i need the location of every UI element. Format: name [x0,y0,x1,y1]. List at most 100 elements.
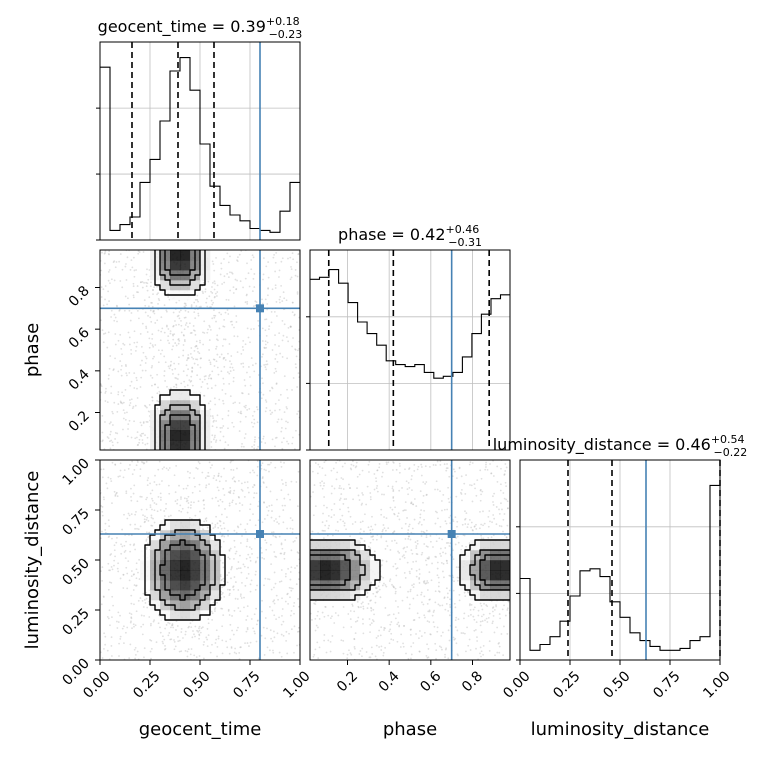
luminosity_distance-vs-geocent_time-sample-point [101,530,103,533]
phase-vs-geocent_time-sample-point [274,445,276,448]
phase-vs-geocent_time-frame [99,249,301,451]
luminosity_distance-vs-phase-sample-point [429,535,432,537]
luminosity_distance-vs-phase-sample-point [446,562,449,565]
luminosity_distance-vs-phase-sample-point [349,487,352,489]
luminosity_distance-vs-phase-sample-point [467,615,470,617]
phase-vs-geocent_time-sample-point [130,353,133,355]
luminosity_distance-vs-geocent_time-sample-point [269,605,271,608]
phase-vs-geocent_time-sample-point [151,384,153,387]
luminosity_distance-vs-geocent_time-sample-point [230,567,233,569]
luminosity_distance-vs-geocent_time-sample-point [136,461,139,463]
luminosity_distance-vs-geocent_time-sample-point [249,471,252,474]
luminosity_distance-vs-geocent_time-sample-point [107,536,110,539]
luminosity_distance-vs-geocent_time-sample-point [101,657,104,659]
luminosity_distance-vs-geocent_time-sample-point [295,536,298,539]
luminosity_distance-vs-geocent_time-sample-point [198,462,201,465]
luminosity_distance-vs-phase-sample-point [445,559,448,562]
luminosity_distance-vs-phase-sample-point [369,623,372,626]
luminosity_distance-vs-phase-sample-point [329,617,332,620]
luminosity_distance-vs-geocent_time-sample-point [244,584,247,587]
luminosity_distance-vs-phase-sample-point [380,535,383,537]
luminosity_distance-vs-geocent_time-sample-point [256,619,259,622]
luminosity_distance-vs-phase-contour-1 [310,539,510,601]
phase-vs-geocent_time-sample-point [174,320,176,322]
luminosity_distance-vs-geocent_time-sample-point [215,496,217,499]
luminosity_distance-vs-geocent_time-sample-point [149,650,152,653]
phase-vs-geocent_time-sample-point [108,300,110,302]
luminosity_distance-vs-phase-sample-point [446,592,449,595]
phase-vs-geocent_time-sample-point [231,366,234,369]
luminosity_distance-vs-geocent_time-sample-point [141,633,144,636]
luminosity_distance-vs-phase-sample-point [384,607,387,609]
hist-geocent_time-frame [99,41,301,241]
phase-vs-geocent_time-sample-point [178,311,181,313]
luminosity_distance-vs-phase-sample-point [371,515,373,518]
xtick-label-geocent_time: 0.25 [130,668,163,701]
luminosity_distance-vs-geocent_time-sample-point [126,626,129,629]
luminosity_distance-vs-phase-sample-point [441,648,443,651]
luminosity_distance-vs-geocent_time-sample-point [249,556,251,559]
luminosity_distance-vs-phase-sample-point [474,628,477,631]
luminosity_distance-vs-geocent_time-sample-point [159,509,162,511]
phase-vs-geocent_time-sample-point [212,420,215,423]
phase-vs-geocent_time-sample-point [241,442,243,445]
luminosity_distance-vs-phase-sample-point [381,475,383,478]
phase-vs-geocent_time-sample-point [116,320,118,323]
phase-vs-geocent_time-sample-point [159,352,162,355]
luminosity_distance-vs-phase-sample-point [487,616,490,619]
luminosity_distance-vs-geocent_time-sample-point [122,573,125,576]
luminosity_distance-vs-phase-sample-point [321,611,324,614]
phase-vs-geocent_time-sample-point [262,382,264,385]
luminosity_distance-vs-geocent_time-sample-point [167,634,170,637]
luminosity_distance-vs-phase-sample-point [442,494,445,496]
luminosity_distance-vs-phase-sample-point [457,541,460,544]
luminosity_distance-vs-phase-sample-point [426,545,429,548]
phase-vs-geocent_time-sample-point [101,431,104,434]
phase-vs-geocent_time-sample-point [215,360,218,363]
phase-vs-geocent_time-sample-point [232,369,235,372]
luminosity_distance-vs-phase-sample-point [466,626,468,629]
luminosity_distance-vs-phase-sample-point [507,600,510,603]
phase-vs-geocent_time-sample-point [220,267,223,270]
luminosity_distance-vs-geocent_time-sample-point [150,657,152,660]
luminosity_distance-vs-phase-sample-point [342,520,345,523]
luminosity_distance-vs-phase-sample-point [500,633,503,635]
luminosity_distance-vs-geocent_time-sample-point [240,646,242,648]
phase-vs-geocent_time-sample-point [223,318,226,321]
phase-vs-geocent_time-sample-point [229,271,231,274]
luminosity_distance-vs-geocent_time-sample-point [127,512,130,515]
phase-vs-geocent_time-sample-point [152,357,154,360]
luminosity_distance-vs-geocent_time-sample-point [255,640,258,643]
luminosity_distance-vs-geocent_time-sample-point [247,572,250,575]
phase-vs-geocent_time-sample-point [214,282,216,285]
phase-vs-geocent_time-sample-point [177,378,179,380]
luminosity_distance-vs-geocent_time-sample-point [273,586,275,589]
phase-vs-geocent_time-sample-point [257,319,260,322]
luminosity_distance-vs-phase-sample-point [363,540,366,542]
luminosity_distance-vs-geocent_time-sample-point [180,627,183,630]
luminosity_distance-vs-geocent_time-sample-point [157,495,160,498]
luminosity_distance-vs-phase-sample-point [468,518,471,521]
phase-vs-geocent_time-sample-point [246,300,249,303]
luminosity_distance-vs-geocent_time-sample-point [130,487,132,490]
phase-vs-geocent_time-sample-point [113,319,116,322]
luminosity_distance-vs-geocent_time-sample-point [231,615,233,617]
luminosity_distance-vs-geocent_time-sample-point [229,486,232,489]
luminosity_distance-vs-phase-sample-point [503,474,506,476]
phase-vs-geocent_time-sample-point [218,311,221,314]
luminosity_distance-vs-geocent_time-density-cell [180,580,191,591]
phase-vs-geocent_time-sample-point [110,439,113,442]
luminosity_distance-vs-geocent_time-sample-point [103,498,105,501]
phase-vs-geocent_time-sample-point [171,368,174,371]
phase-vs-geocent_time-sample-point [195,305,198,308]
luminosity_distance-vs-geocent_time-sample-point [209,651,212,654]
phase-vs-geocent_time-sample-point [107,290,110,293]
luminosity_distance-vs-phase-sample-point [318,466,321,468]
luminosity_distance-vs-phase-sample-point [399,586,402,589]
luminosity_distance-vs-phase-sample-point [371,528,374,531]
phase-vs-geocent_time-sample-point [172,325,175,328]
phase-vs-geocent_time-sample-point [205,297,208,300]
luminosity_distance-vs-phase-sample-point [403,572,406,574]
luminosity_distance-vs-phase-sample-point [379,596,382,599]
phase-vs-geocent_time-sample-point [157,386,159,389]
